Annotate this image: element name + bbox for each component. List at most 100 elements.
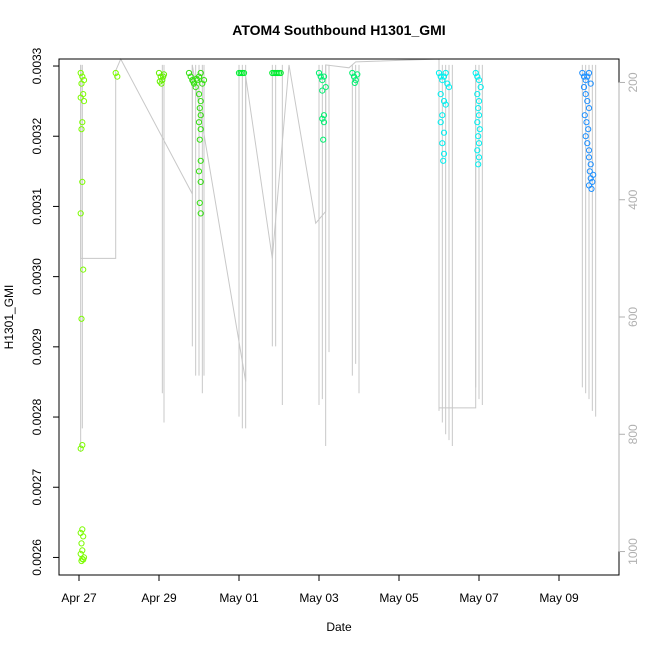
- data-point: [196, 136, 203, 143]
- data-point: [580, 73, 588, 80]
- data-point: [277, 69, 284, 77]
- data-point: [586, 168, 593, 175]
- data-point: [197, 178, 204, 185]
- x-tick-label: May 01: [219, 591, 259, 605]
- y-axis-label: H1301_GMI: [2, 285, 16, 350]
- data-point: [158, 80, 165, 87]
- data-point: [585, 154, 593, 161]
- data-point: [351, 79, 358, 87]
- data-point: [445, 84, 453, 91]
- data-point: [195, 168, 203, 175]
- data-point: [197, 126, 204, 133]
- y-tick-label: 0.0029: [30, 328, 44, 365]
- data-point: [197, 157, 204, 164]
- y-tick-label: 0.0030: [30, 258, 44, 295]
- y-tick-label: 0.0031: [30, 188, 44, 225]
- data-point: [590, 171, 597, 178]
- data-point: [581, 112, 588, 119]
- data-point: [197, 98, 204, 105]
- data-point: [437, 91, 444, 98]
- data-point: [437, 119, 444, 126]
- data-point: [79, 119, 86, 126]
- data-point: [582, 77, 589, 84]
- data-point: [352, 77, 359, 84]
- data-point: [320, 112, 328, 119]
- x-tick-label: Apr 27: [61, 591, 97, 605]
- plot-border: [58, 58, 620, 576]
- data-point: [440, 129, 448, 136]
- data-point: [77, 210, 84, 217]
- data-point: [239, 69, 246, 77]
- x-tick-label: May 03: [299, 591, 339, 605]
- data-point: [79, 178, 86, 185]
- data-point: [580, 84, 588, 91]
- data-point: [440, 157, 447, 164]
- data-point: [475, 105, 482, 112]
- data-point: [77, 94, 84, 101]
- y2-tick-label: 200: [626, 72, 640, 92]
- data-point: [319, 77, 326, 84]
- data-point: [587, 161, 594, 168]
- data-point: [442, 101, 449, 108]
- data-point: [442, 69, 449, 77]
- y-axis: 0.0026 0.0027 0.0028 0.0029 0.0030 0.0031 0.00…: [30, 47, 60, 576]
- data-point: [80, 556, 87, 563]
- y2-tick-label: 800: [626, 424, 640, 444]
- data-point: [200, 77, 208, 84]
- data-point: [322, 84, 329, 91]
- data-point: [588, 185, 595, 192]
- data-point: [440, 73, 448, 80]
- y-tick-label: 0.0028: [30, 398, 44, 435]
- x-axis: Apr 27 Apr 29 May 01 May 03 May 05 May 07 May …: [61, 574, 579, 605]
- data-point: [320, 73, 328, 80]
- data-point: [319, 87, 326, 94]
- data-point: [589, 178, 596, 185]
- data-point: [192, 84, 199, 91]
- data-point: [579, 69, 586, 77]
- data-point: [195, 119, 203, 126]
- data-point: [185, 69, 193, 77]
- data-point: [114, 73, 121, 80]
- y-tick-label: 0.0032: [30, 118, 44, 155]
- y2-axis: 200 400 600 800 1000: [618, 72, 640, 565]
- y-tick-label: 0.0027: [30, 469, 44, 506]
- data-point: [477, 84, 484, 91]
- data-point: [77, 69, 84, 77]
- y2-tick-label: 400: [626, 189, 640, 209]
- data-point: [240, 69, 248, 77]
- y2-tick-label: 1000: [626, 538, 640, 565]
- data-point: [582, 133, 589, 140]
- data-point: [196, 199, 203, 206]
- data-point: [77, 445, 84, 452]
- data-point: [585, 69, 593, 77]
- data-point: [435, 69, 443, 77]
- data-point: [79, 442, 86, 449]
- data-point: [112, 69, 119, 77]
- y-tick-label: 0.0026: [30, 539, 44, 576]
- data-point: [315, 69, 323, 77]
- data-point: [197, 69, 204, 77]
- x-axis-label: Date: [326, 620, 352, 634]
- data-point: [474, 91, 481, 98]
- data-point: [354, 71, 361, 78]
- data-point: [320, 119, 328, 126]
- data-point: [476, 126, 483, 133]
- data-point: [585, 147, 593, 154]
- data-point: [474, 119, 481, 126]
- altitude-trace: [80, 57, 477, 409]
- data-point: [437, 73, 444, 80]
- data-point: [275, 69, 283, 77]
- data-point: [475, 112, 483, 119]
- data-point: [196, 105, 203, 112]
- data-point: [79, 547, 86, 554]
- data-point: [474, 73, 481, 80]
- data-point: [199, 80, 206, 87]
- data-point: [197, 210, 204, 217]
- points-layer: [77, 69, 597, 565]
- data-point: [193, 75, 200, 82]
- data-point: [79, 73, 86, 80]
- x-tick-label: May 07: [459, 591, 499, 605]
- data-point: [79, 526, 86, 533]
- data-point: [80, 98, 88, 105]
